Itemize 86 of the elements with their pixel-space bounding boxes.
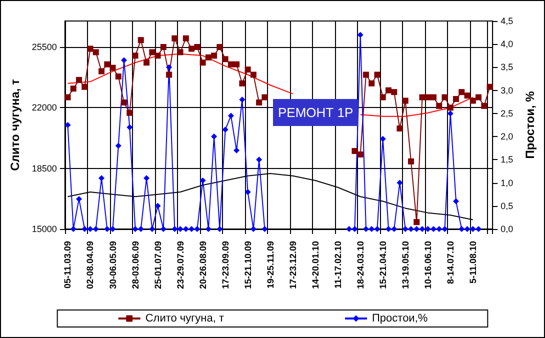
x-tick-label: 20-26.08.09: [198, 241, 208, 290]
x-tick-label: 13-19.05.10: [400, 241, 410, 290]
point: [362, 226, 369, 232]
point: [244, 189, 251, 196]
point: [160, 226, 166, 232]
point: [92, 226, 99, 232]
point: [239, 96, 246, 103]
point: [70, 226, 76, 232]
point: [121, 57, 128, 64]
annotation: РЕМОНТ 1Р: [278, 105, 354, 120]
x-tick-label: 23-29.07.09: [175, 241, 186, 290]
x-tick-label: 8-14.07.10: [445, 241, 456, 284]
y-tick-label: 18500: [32, 163, 57, 174]
point: [447, 110, 454, 116]
y2-tick-label: 1,5: [500, 154, 514, 165]
point: [414, 226, 420, 232]
point: [126, 124, 133, 130]
x-tick-label: 17-23.12.09: [288, 241, 298, 290]
y2-tick-label: 3,5: [500, 62, 514, 72]
point: [104, 226, 110, 232]
x-tick-label: 17-23.09.09: [220, 241, 230, 290]
x-tick-label: 15-21.10.09: [242, 241, 253, 290]
point: [442, 226, 448, 232]
point: [110, 226, 116, 232]
point: [82, 226, 88, 232]
point: [154, 202, 161, 209]
y2-tick-label: 0,5: [500, 200, 514, 211]
point: [250, 226, 256, 232]
point: [64, 122, 71, 128]
point: [132, 226, 138, 232]
x-tick-label: 30-06.05.09: [108, 241, 118, 290]
y2-tick-label: 1,0: [500, 178, 514, 188]
x-tick-label: 5-11.08.10: [468, 241, 478, 284]
point: [166, 64, 172, 70]
point: [402, 226, 408, 232]
point: [419, 226, 426, 232]
point: [115, 142, 122, 149]
point: [87, 226, 94, 232]
y2-tick-label: 4,0: [500, 39, 514, 50]
y2-tick-label: 2,0: [500, 132, 514, 142]
point: [424, 226, 431, 232]
legend-label: Простои,%: [372, 312, 428, 324]
point: [216, 226, 223, 232]
point: [357, 32, 364, 38]
point: [436, 226, 442, 232]
point: [234, 147, 240, 154]
point: [256, 156, 262, 163]
y-tick-label: 15000: [32, 224, 57, 234]
point: [205, 226, 212, 232]
point: [380, 136, 386, 142]
point: [172, 226, 178, 232]
point: [374, 226, 380, 232]
point: [391, 226, 398, 232]
point: [76, 196, 82, 202]
point: [194, 226, 200, 232]
y-tick-label: 25500: [32, 42, 57, 52]
y2-tick-label: 2,5: [500, 108, 514, 118]
x-tick-label: 15-21.04.10: [378, 241, 388, 290]
point: [149, 226, 156, 232]
x-tick-label: 10-16.06.10: [422, 241, 433, 290]
point: [464, 226, 470, 232]
point: [352, 226, 358, 232]
point: [453, 198, 460, 204]
y-tick-label: 22000: [32, 102, 57, 113]
y2-tick-label: 4,5: [500, 16, 514, 26]
y-axis-title: Слито чугуна, т: [8, 78, 22, 171]
point: [385, 226, 392, 232]
x-tick-label: 25-01.07.09: [152, 241, 163, 290]
x-tick-label: 05-11.03.09: [62, 241, 73, 289]
point: [262, 226, 268, 232]
x-tick-label: 02-08.04.09: [85, 241, 96, 290]
y2-tick-label: 3,0: [500, 85, 514, 96]
point: [476, 226, 482, 232]
y2-axis-title: Простои, %: [523, 90, 537, 159]
x-tick-label: 14-20.01.10: [310, 241, 320, 290]
legend-label: Слито чугуна, т: [145, 312, 224, 324]
x-tick-label: 28-03.06.09: [130, 241, 140, 290]
point: [222, 126, 228, 133]
point: [228, 112, 234, 119]
y2-tick-label: 0,0: [500, 224, 514, 234]
point: [458, 226, 465, 232]
point: [200, 177, 206, 184]
point: [177, 226, 184, 232]
x-tick-label: 18-24.03.10: [355, 241, 366, 290]
x-tick-label: 11-17.02.10: [332, 241, 343, 289]
x-tick-label: 19-25.11.09: [265, 241, 276, 289]
